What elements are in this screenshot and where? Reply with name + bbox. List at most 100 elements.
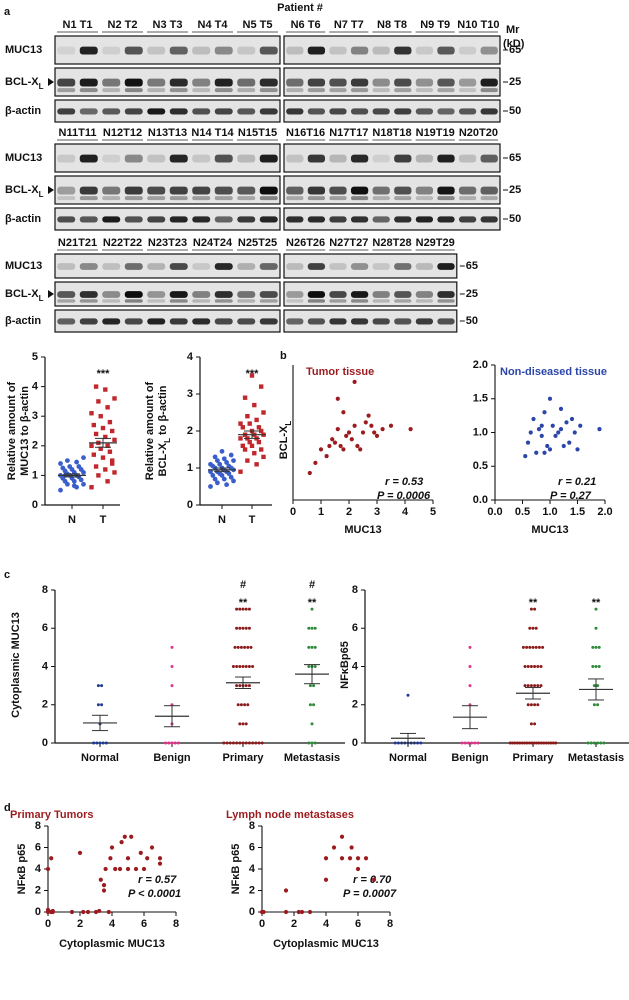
blot-band — [437, 299, 455, 303]
blot-band — [372, 46, 390, 55]
blot-band — [350, 46, 369, 55]
blot-band — [237, 46, 256, 55]
data-point — [541, 645, 545, 649]
data-point — [77, 850, 83, 855]
data-point — [310, 741, 314, 745]
data-point — [242, 395, 248, 400]
blot-band — [437, 88, 455, 93]
blot-band — [147, 88, 166, 93]
lane-label: N17T17 — [329, 127, 368, 139]
data-point — [97, 908, 102, 914]
data-point — [468, 665, 472, 668]
data-point — [371, 877, 377, 882]
blot-band — [102, 154, 121, 163]
blot-band — [372, 154, 390, 163]
data-point — [296, 909, 301, 915]
blot-band — [415, 291, 434, 298]
blot-label: MUC13 — [5, 152, 42, 164]
blot-band — [329, 318, 347, 325]
data-point — [511, 741, 515, 745]
blot-band — [372, 318, 390, 325]
y-tick-label: 2 — [35, 884, 41, 896]
blot-band — [350, 299, 369, 303]
data-point — [176, 741, 180, 745]
data-point — [523, 454, 528, 459]
data-point — [81, 909, 86, 915]
data-point — [525, 645, 529, 649]
blot-band — [102, 78, 121, 87]
x-tick-label: 8 — [173, 918, 179, 930]
y-tick-label: 6 — [249, 841, 255, 853]
data-point — [536, 703, 540, 707]
blot-band — [192, 216, 211, 223]
data-point — [117, 866, 123, 872]
x-tick-label: Normal — [389, 752, 427, 764]
data-point — [254, 417, 259, 423]
y-axis-label: NFκB p65 — [16, 844, 28, 895]
lane-label: N21T21 — [58, 237, 97, 249]
data-point — [157, 856, 163, 861]
blot-band — [147, 46, 166, 55]
blot-band — [350, 154, 369, 163]
y-tick-label: 8 — [352, 584, 358, 596]
data-point — [50, 909, 55, 915]
blot-band — [415, 186, 434, 195]
blot-band — [350, 78, 369, 87]
x-tick-label: 1.5 — [570, 506, 585, 518]
data-point — [244, 626, 248, 630]
data-point — [246, 703, 250, 707]
data-point — [597, 645, 601, 649]
panel-label: b — [280, 350, 287, 362]
y-tick-label: 1.5 — [473, 393, 488, 405]
blot-strip — [54, 309, 281, 333]
data-point — [261, 410, 266, 415]
data-point — [308, 684, 312, 688]
y-axis-label: Cytoplasmic MUC13 — [10, 612, 22, 718]
data-point — [100, 703, 104, 707]
mr-unit: (kD) — [503, 38, 525, 50]
data-point — [468, 645, 472, 649]
y-tick-label: 2 — [32, 440, 38, 452]
data-point — [228, 474, 234, 480]
data-point — [558, 427, 564, 432]
blot-label-text: BCL-X — [5, 76, 39, 88]
blot-band — [286, 291, 304, 298]
data-point — [249, 373, 255, 378]
data-point — [539, 665, 543, 668]
blot-band — [169, 88, 188, 93]
data-point — [100, 425, 106, 431]
y-tick-label: 6 — [42, 622, 48, 634]
data-point — [71, 483, 77, 489]
blot-band — [307, 88, 326, 93]
data-point — [104, 741, 108, 745]
blot-band — [307, 186, 326, 195]
data-point — [107, 419, 113, 425]
lane-label: N11T11 — [59, 127, 97, 139]
blot-band — [79, 216, 98, 223]
blot-band — [307, 291, 326, 298]
data-point — [243, 703, 247, 707]
data-point — [157, 861, 163, 866]
data-point — [238, 436, 243, 441]
blot-band — [286, 263, 304, 270]
data-point — [254, 462, 259, 467]
data-point — [349, 845, 354, 850]
data-point — [240, 443, 245, 448]
data-point — [225, 741, 229, 745]
data-point — [231, 741, 235, 745]
blot-band — [372, 263, 390, 270]
x-tick-label: Primary — [513, 752, 555, 764]
data-point — [244, 607, 248, 611]
data-point — [308, 703, 312, 707]
blot-band — [480, 46, 498, 55]
lane-label: N24T24 — [193, 237, 233, 249]
data-point — [310, 607, 314, 611]
data-point — [231, 458, 236, 463]
blot-band — [57, 108, 76, 115]
y-axis-label-text: NFκB p65 — [16, 844, 28, 895]
blot-band — [437, 263, 455, 270]
data-point — [235, 684, 239, 688]
x-tick-label: 3 — [374, 506, 380, 518]
lane-label: N20T20 — [459, 127, 498, 139]
data-point — [374, 433, 380, 438]
